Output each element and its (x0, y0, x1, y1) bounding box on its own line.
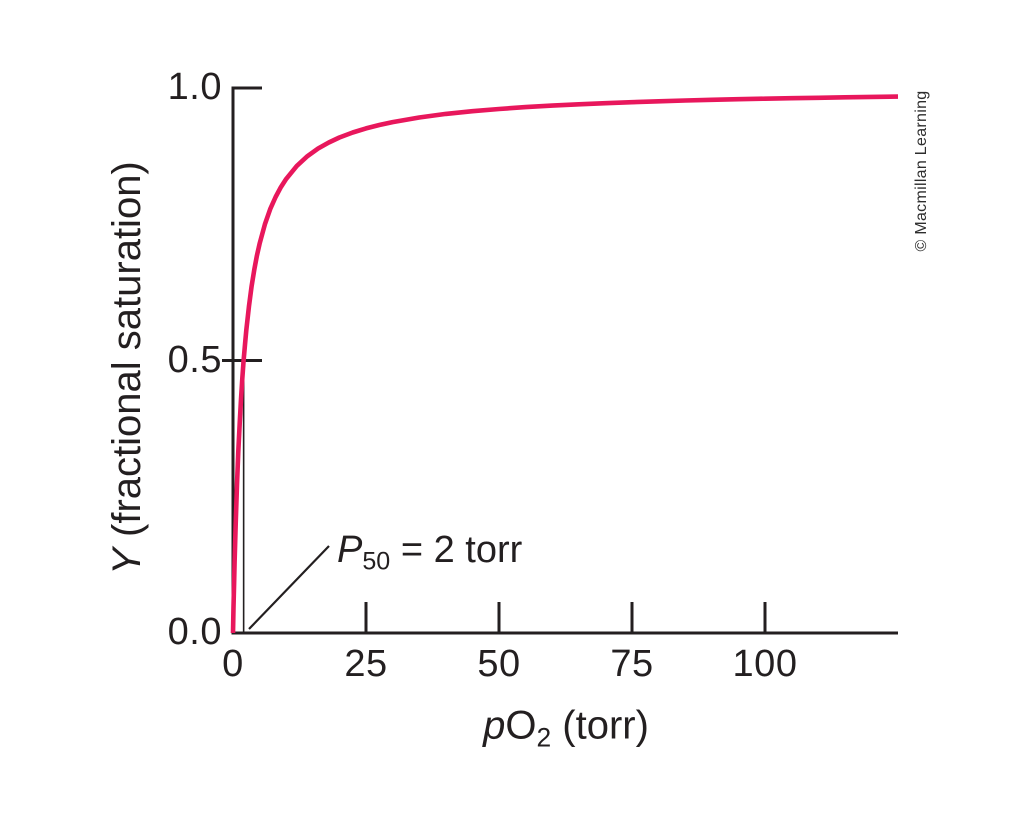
saturation-curve (230, 94, 899, 634)
x-tick-label-0: 0 (222, 643, 244, 685)
p50-callout-line (248, 545, 330, 630)
y-tick-label-0.5: 0.5 (167, 338, 222, 381)
p50-annotation-subscript: 50 (362, 547, 391, 576)
x-axis-label-units: (torr) (551, 703, 649, 748)
x-tick-label-75: 75 (610, 643, 654, 685)
p50-annotation-value: = 2 torr (390, 529, 523, 571)
x-axis-label-subscript: 2 (536, 722, 552, 753)
copyright-watermark: © Macmillan Learning (913, 90, 930, 252)
y-axis-label-symbol: Y (105, 548, 149, 575)
x-tick-label-25: 25 (344, 643, 388, 685)
x-tick-label-50: 50 (477, 643, 521, 685)
x-axis-label: pO2 (torr) (483, 705, 649, 750)
x-axis-label-species: O (505, 703, 537, 748)
y-tick-label-0.0: 0.0 (167, 611, 222, 654)
x-tick-label-100: 100 (732, 643, 798, 685)
x-axis-label-symbol: p (483, 703, 506, 748)
p50-annotation-symbol: P (337, 529, 363, 571)
y-tick-label-1.0: 1.0 (167, 66, 222, 109)
p50-annotation: P50 = 2 torr (337, 531, 522, 575)
axes-line (231, 86, 898, 635)
